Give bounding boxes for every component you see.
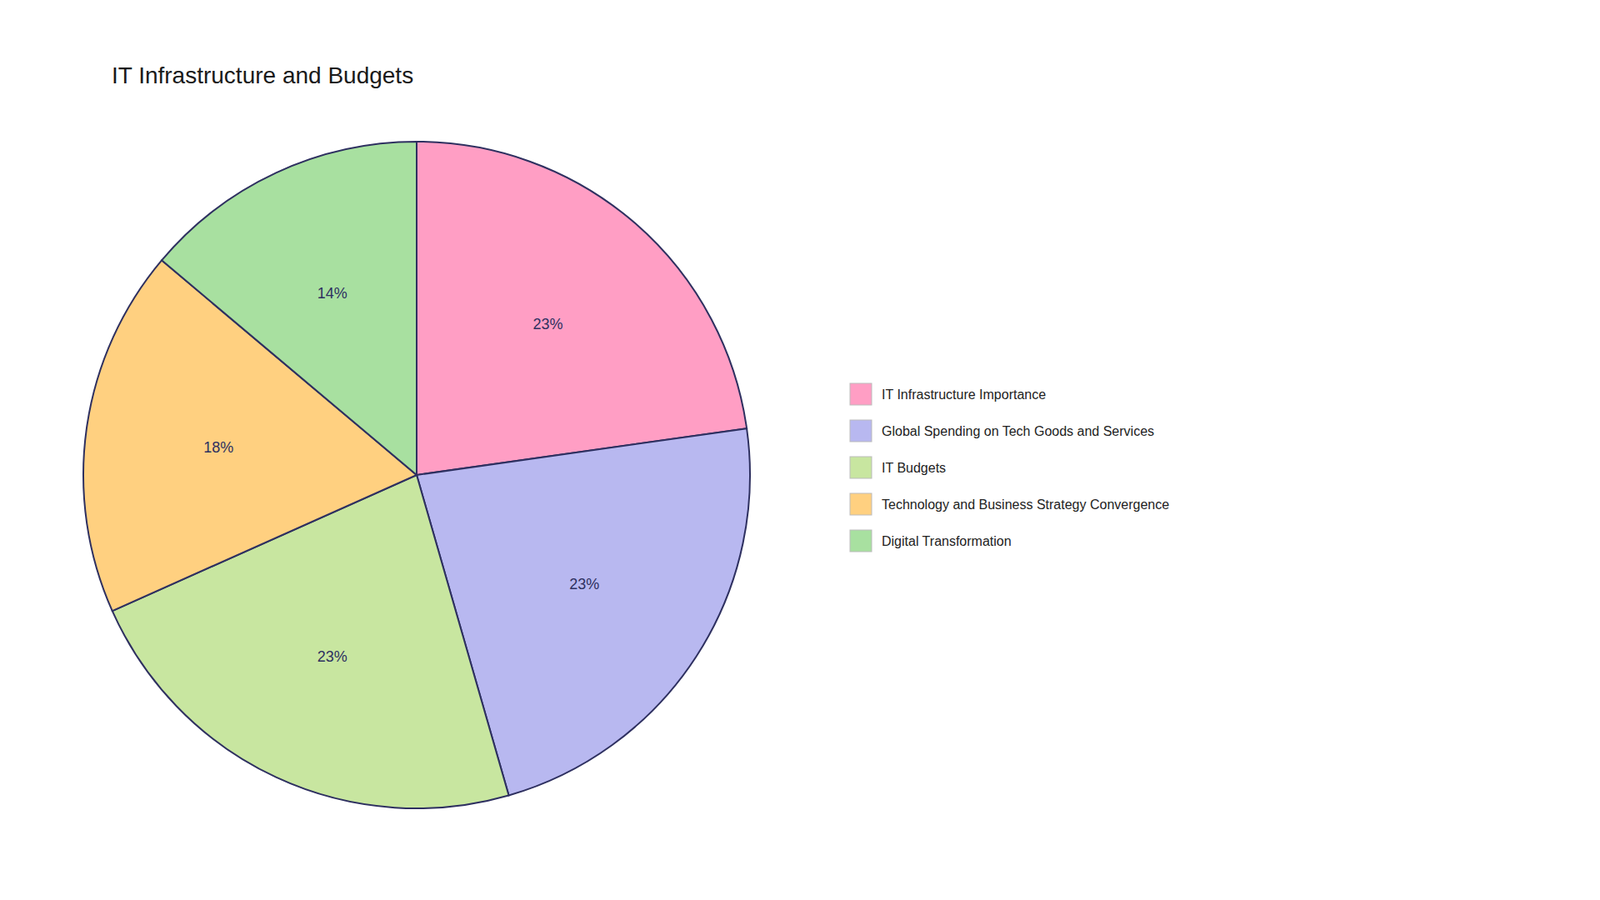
data-label: 18%	[203, 439, 234, 456]
legend-item: IT Budgets	[850, 456, 946, 479]
pie-slice	[161, 141, 417, 475]
legend-swatch	[850, 530, 872, 552]
legend-item: Global Spending on Tech Goods and Servic…	[850, 420, 1155, 442]
legend-swatch	[850, 420, 872, 442]
legend-label: IT Budgets	[881, 460, 946, 475]
legend-swatch	[850, 493, 872, 515]
legend-label: Global Spending on Tech Goods and Servic…	[881, 424, 1155, 439]
legend: IT Infrastructure Importance Global Spend…	[850, 383, 1170, 552]
title: IT Infrastructure and Budgets	[111, 62, 414, 89]
data-label: 14%	[317, 285, 348, 302]
legend-swatch	[850, 383, 872, 405]
data-label: 23%	[569, 575, 600, 593]
pie-slice	[416, 141, 747, 475]
data-label: 23%	[317, 648, 348, 665]
legend-item: IT Infrastructure Importance	[850, 383, 1046, 405]
chart: IT Infrastructure and Budgets 23% 23% 23% 18…	[0, 0, 1600, 900]
data-label: 23%	[532, 315, 563, 333]
data-labels: 23% 23% 23% 18% 14%	[203, 285, 600, 665]
legend-label: Digital Transformation	[881, 534, 1012, 549]
legend-label: Technology and Business Strategy Converg…	[881, 497, 1170, 512]
legend-item: Technology and Business Strategy Converg…	[850, 493, 1170, 515]
pie	[83, 141, 750, 809]
legend-label: IT Infrastructure Importance	[881, 387, 1046, 402]
legend-swatch	[850, 456, 872, 479]
legend-item: Digital Transformation	[850, 530, 1012, 552]
